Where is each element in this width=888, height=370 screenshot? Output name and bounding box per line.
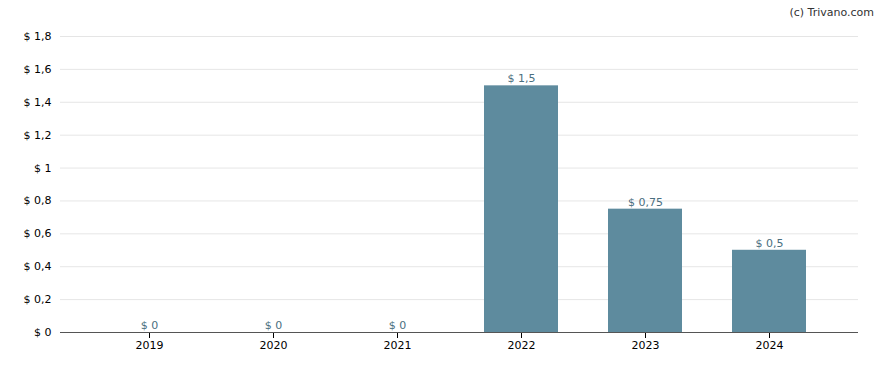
svg-text:$ 0,4: $ 0,4 [24, 260, 52, 273]
svg-text:$ 0,5: $ 0,5 [756, 237, 784, 250]
svg-text:$ 0,2: $ 0,2 [24, 293, 52, 306]
svg-text:$ 0,75: $ 0,75 [628, 196, 663, 209]
svg-text:$ 1,6: $ 1,6 [24, 63, 52, 76]
svg-text:$ 0,8: $ 0,8 [24, 194, 52, 207]
svg-text:2021: 2021 [384, 339, 412, 352]
svg-text:2024: 2024 [756, 339, 784, 352]
svg-text:$ 0: $ 0 [265, 319, 283, 332]
svg-text:$ 1,5: $ 1,5 [508, 72, 536, 85]
svg-text:$ 1,8: $ 1,8 [24, 30, 52, 43]
svg-text:$ 1: $ 1 [34, 162, 52, 175]
svg-text:$ 0: $ 0 [141, 319, 159, 332]
html-text:(c) Trivano.com: (c) Trivano.com [789, 6, 874, 19]
svg-text:$ 0: $ 0 [34, 326, 52, 339]
svg-text:2019: 2019 [136, 339, 164, 352]
svg-text:$ 1,4: $ 1,4 [24, 96, 52, 109]
svg-text:$ 0,6: $ 0,6 [24, 227, 52, 240]
svg-text:$ 0: $ 0 [389, 319, 407, 332]
svg-text:2023: 2023 [632, 339, 660, 352]
svg-text:2022: 2022 [508, 339, 536, 352]
svg-text:2020: 2020 [260, 339, 288, 352]
svg-text:$ 1,2: $ 1,2 [24, 129, 52, 142]
